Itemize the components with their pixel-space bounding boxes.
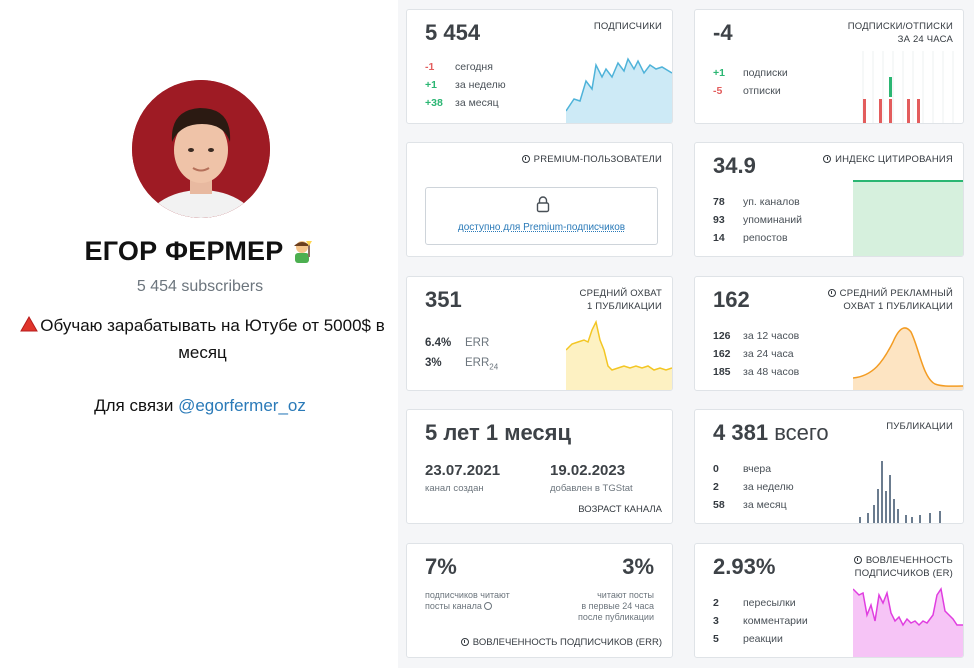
err-card: 7% подписчиков читают посты канала 3% чи…: [406, 543, 673, 658]
err-right-value: 3%: [622, 554, 654, 579]
subs-unsubs-chart: [862, 51, 954, 123]
list-item: 0 вчера: [713, 463, 772, 475]
channel-avatar: [132, 80, 270, 218]
subs-unsubs-card[interactable]: -4 подписки/отписки за 24 часа +1 подписк…: [694, 9, 964, 124]
citation-rows: 78 уп. каналов 93 упоминаний 14 репостов: [713, 193, 802, 247]
reach-sparkline: [566, 320, 672, 390]
er-label: вовлеченность подписчиков (ER): [853, 555, 953, 579]
ad-reach-sparkline: [853, 327, 963, 390]
ad-reach-label: средний рекламный охват 1 публикации: [827, 287, 953, 313]
err-left-value: 7%: [425, 554, 457, 579]
list-item: 3 комментарии: [713, 615, 808, 627]
age-value: 5 лет 1 месяц: [425, 420, 572, 445]
ad-reach-card[interactable]: 162 средний рекламный охват 1 публикации…: [694, 276, 964, 391]
channel-profile: ЕГОР ФЕРМЕР 5 454 subscribers Обучаю зар…: [0, 0, 400, 668]
er-rows: 2 пересылки 3 комментарии 5 реакции: [713, 594, 808, 648]
list-item: +1 подписки: [713, 67, 788, 79]
list-item: 3% ERR24: [425, 357, 499, 372]
lock-icon: [536, 196, 550, 213]
list-item: -1 сегодня: [425, 61, 493, 73]
channel-description-text: Обучаю зарабатывать на Ютубе от 5000$ в …: [40, 316, 385, 362]
citation-label: индекс цитирования: [823, 153, 953, 166]
reach-value: 351: [425, 287, 462, 312]
subscribers-sparkline: [566, 57, 672, 123]
subscribers-value: 5 454: [425, 20, 481, 45]
stats-grid: 5 454 подписчики -1 сегодня +1 за неделю +…: [398, 0, 974, 668]
premium-card: premium-пользователи доступно для Premiu…: [406, 142, 673, 257]
list-item: 78 уп. каналов: [713, 196, 800, 208]
info-icon: [460, 638, 469, 646]
posts-label: публикации: [886, 421, 953, 432]
list-item: +1 за неделю: [425, 79, 506, 91]
farmer-emoji-icon: [294, 241, 313, 263]
list-item: 162 за 24 часа: [713, 348, 794, 360]
er-sparkline: [853, 587, 963, 657]
channel-description: Обучаю зарабатывать на Ютубе от 5000$ в …: [10, 312, 395, 366]
citation-card[interactable]: 34.9 индекс цитирования 78 уп. каналов 93…: [694, 142, 964, 257]
ad-reach-rows: 126 за 12 часов 162 за 24 часа 185 за 48 ча…: [713, 327, 799, 381]
channel-name: ЕГОР ФЕРМЕР: [0, 236, 400, 267]
list-item: 126 за 12 часов: [713, 330, 800, 342]
er-value: 2.93%: [713, 554, 776, 579]
list-item: 185 за 48 часов: [713, 366, 800, 378]
list-item: 58 за месяц: [713, 499, 787, 511]
info-icon: [853, 556, 862, 564]
red-triangle-icon: [20, 316, 39, 332]
channel-subscribers: 5 454 subscribers: [136, 278, 264, 295]
subs-unsubs-rows: +1 подписки -5 отписки: [713, 64, 788, 100]
subs-unsubs-value: -4: [713, 20, 733, 45]
premium-lock-box[interactable]: доступно для Premium-подписчиков: [425, 187, 658, 245]
subscribers-card[interactable]: 5 454 подписчики -1 сегодня +1 за неделю +…: [406, 9, 673, 124]
premium-link[interactable]: доступно для Premium-подписчиков: [457, 222, 626, 233]
premium-label: premium-пользователи: [521, 153, 662, 166]
citation-value: 34.9: [713, 153, 756, 178]
list-item: -5 отписки: [713, 85, 781, 97]
posts-card[interactable]: 4 381 всего публикации 0 вчера 2 за неделю…: [694, 409, 964, 524]
subs-unsubs-label: подписки/отписки за 24 часа: [847, 21, 953, 45]
info-icon: [521, 155, 530, 163]
subscribers-rows: -1 сегодня +1 за неделю +38 за месяц: [425, 58, 506, 112]
ad-reach-value: 162: [713, 287, 750, 312]
age-card: 5 лет 1 месяц 23.07.2021 канал создан 19…: [406, 409, 673, 524]
list-item: +38 за месяц: [425, 97, 499, 109]
posts-rows: 0 вчера 2 за неделю 58 за месяц: [713, 460, 794, 514]
list-item: 2 за неделю: [713, 481, 794, 493]
posts-bar-chart: [859, 461, 941, 523]
list-item: 6.4% ERR: [425, 337, 490, 349]
list-item: 5 реакции: [713, 633, 783, 645]
added-col: 19.02.2023 добавлен в TGStat: [550, 462, 633, 494]
age-label: возраст канала: [578, 504, 662, 515]
er-card[interactable]: 2.93% вовлеченность подписчиков (ER) 2 пе…: [694, 543, 964, 658]
citation-sparkline: [853, 180, 963, 256]
list-item: 14 репостов: [713, 232, 788, 244]
reach-rows: 6.4% ERR 3% ERR24: [425, 333, 498, 373]
err-right-text: читают посты в первые 24 часа после публ…: [578, 590, 654, 622]
info-icon: [823, 155, 832, 163]
channel-contact: Для связи @egorfermer_oz: [0, 396, 400, 416]
info-icon: [827, 289, 836, 297]
created-col: 23.07.2021 канал создан: [425, 462, 501, 494]
err-left-text: подписчиков читают посты канала: [425, 590, 510, 611]
contact-link[interactable]: @egorfermer_oz: [178, 396, 306, 415]
contact-prefix: Для связи: [94, 396, 174, 415]
list-item: 93 упоминаний: [713, 214, 803, 226]
posts-value: 4 381 всего: [713, 420, 829, 445]
reach-card[interactable]: 351 средний охват 1 публикации 6.4% ERR 3…: [406, 276, 673, 391]
list-item: 2 пересылки: [713, 597, 796, 609]
err-label: вовлеченность подписчиков (ERR): [460, 636, 662, 649]
subscribers-label: подписчики: [593, 21, 662, 32]
channel-name-text: ЕГОР ФЕРМЕР: [84, 236, 284, 266]
reach-label: средний охват 1 публикации: [579, 288, 662, 312]
help-icon[interactable]: [484, 602, 493, 610]
